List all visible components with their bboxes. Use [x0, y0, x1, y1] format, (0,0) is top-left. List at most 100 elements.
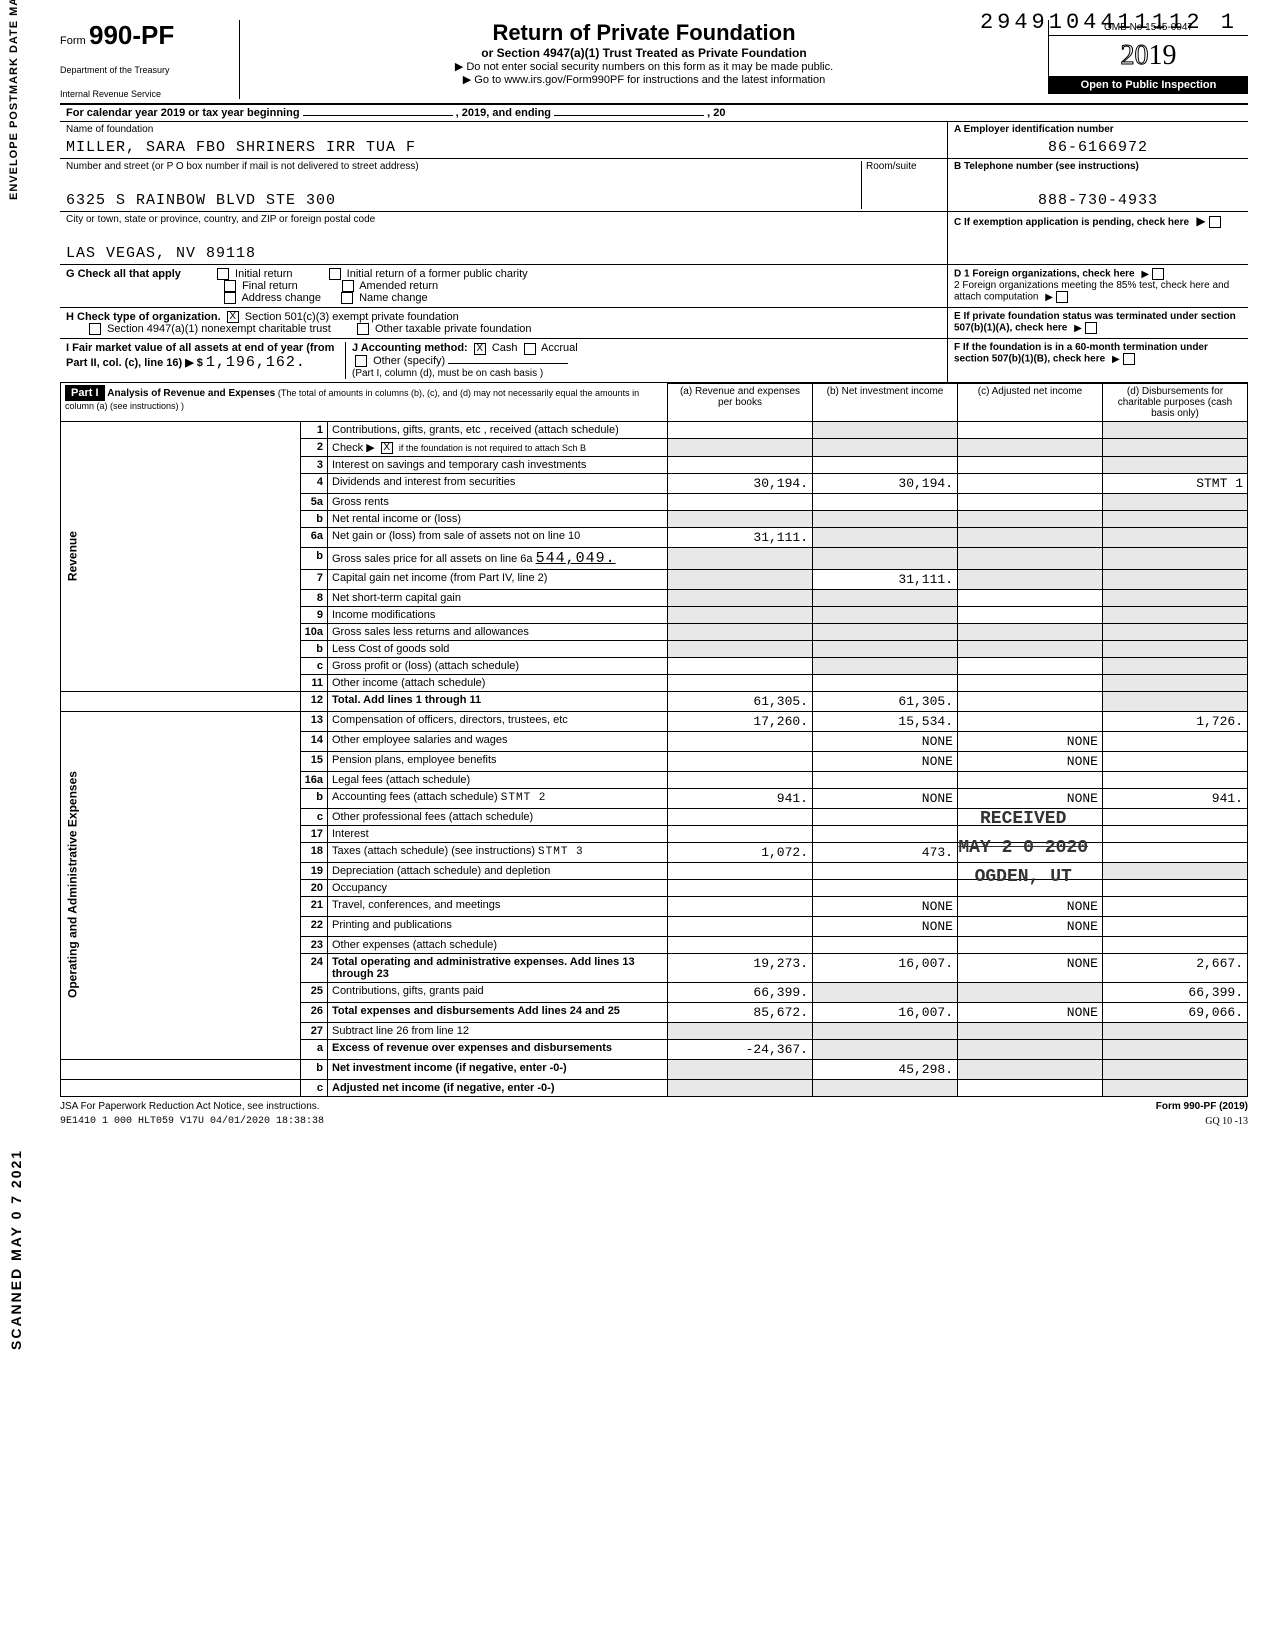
d1-label: D 1 Foreign organizations, check here: [954, 269, 1135, 280]
val-13a: 17,260.: [668, 711, 813, 731]
line-8: Net short-term capital gain: [328, 589, 668, 606]
street-label: Number and street (or P O box number if …: [66, 161, 861, 172]
h-4947: Section 4947(a)(1) nonexempt charitable …: [107, 323, 331, 335]
line-15: Pension plans, employee benefits: [328, 751, 668, 771]
line-18-note: STMT 3: [538, 846, 584, 858]
paperwork-notice: JSA For Paperwork Reduction Act Notice, …: [60, 1101, 320, 1112]
g-amended: Amended return: [359, 280, 438, 292]
row-g-d: G Check all that apply Initial return In…: [60, 265, 1248, 308]
line-10c: Gross profit or (loss) (attach schedule): [328, 657, 668, 674]
val-16b-d: 941.: [1103, 788, 1248, 808]
val-18a: 1,072.: [668, 842, 813, 862]
val-21b: NONE: [813, 896, 958, 916]
stamp-ogden: OGDEN, UT: [958, 863, 1088, 892]
val-24b: 16,007.: [813, 953, 958, 982]
val-14c: NONE: [958, 731, 1103, 751]
g-final-checkbox[interactable]: [224, 280, 236, 292]
j-accrual-checkbox[interactable]: [524, 343, 536, 355]
footer-2: 9E1410 1 000 HLT059 V17U 04/01/2020 18:3…: [60, 1116, 1248, 1127]
val-26d: 69,066.: [1103, 1002, 1248, 1022]
line-6a: Net gain or (loss) from sale of assets n…: [328, 527, 668, 547]
room-label: Room/suite: [866, 161, 941, 172]
line-2-checkbox[interactable]: [381, 442, 393, 454]
line-7: Capital gain net income (from Part IV, l…: [328, 569, 668, 589]
g-amended-checkbox[interactable]: [342, 280, 354, 292]
d2-checkbox[interactable]: [1056, 291, 1068, 303]
g-former: Initial return of a former public charit…: [347, 268, 528, 280]
h-4947-checkbox[interactable]: [89, 323, 101, 335]
val-25d: 66,399.: [1103, 982, 1248, 1002]
val-18b: 473.: [813, 842, 958, 862]
g-address: Address change: [241, 292, 321, 304]
row-i-j-f: I Fair market value of all assets at end…: [60, 339, 1248, 382]
line-21: Travel, conferences, and meetings: [328, 896, 668, 916]
f-checkbox[interactable]: [1123, 353, 1135, 365]
val-22b: NONE: [813, 916, 958, 936]
line-16a: Legal fees (attach schedule): [328, 771, 668, 788]
g-namechange: Name change: [359, 292, 428, 304]
line-23: Other expenses (attach schedule): [328, 936, 668, 953]
g-initial-checkbox[interactable]: [217, 268, 229, 280]
g-former-checkbox[interactable]: [329, 268, 341, 280]
footer-form: Form 990-PF (2019): [1156, 1101, 1248, 1112]
line-16b: Accounting fees (attach schedule): [332, 791, 498, 803]
part1-title: Analysis of Revenue and Expenses: [107, 388, 275, 399]
instruction-2: ▶ Go to www.irs.gov/Form990PF for instru…: [250, 73, 1038, 86]
box-c-checkbox[interactable]: [1209, 216, 1221, 228]
street-value: 6325 S RAINBOW BLVD STE 300: [66, 192, 861, 209]
line-17: Interest: [328, 825, 668, 842]
name-ein-row: Name of foundation MILLER, SARA FBO SHRI…: [60, 122, 1248, 159]
h-label: H Check type of organization.: [66, 311, 221, 323]
footer: JSA For Paperwork Reduction Act Notice, …: [60, 1101, 1248, 1112]
h-other-checkbox[interactable]: [357, 323, 369, 335]
line-20: Occupancy: [328, 879, 668, 896]
phone-label: B Telephone number (see instructions): [954, 161, 1242, 172]
val-27a-a: -24,367.: [668, 1039, 813, 1059]
footer-page: GQ 10 -13: [1205, 1116, 1248, 1127]
val-24c: NONE: [958, 953, 1103, 982]
j-note: (Part I, column (d), must be on cash bas…: [352, 368, 543, 379]
val-13b: 15,534.: [813, 711, 958, 731]
d1-checkbox[interactable]: [1152, 268, 1164, 280]
line-2: Check ▶: [332, 442, 375, 454]
line-4: Dividends and interest from securities: [328, 473, 668, 493]
val-16b-a: 941.: [668, 788, 813, 808]
j-other: Other (specify): [373, 355, 445, 367]
val-26c: NONE: [958, 1002, 1103, 1022]
subtitle: or Section 4947(a)(1) Trust Treated as P…: [250, 46, 1038, 60]
val-4d: STMT 1: [1103, 473, 1248, 493]
line-2b: if the foundation is not required to att…: [399, 443, 586, 453]
postmark-date-vertical: ENVELOPE POSTMARK DATE MAY 1 1 2020: [8, 0, 20, 200]
val-27b-b: 45,298.: [813, 1059, 958, 1079]
phone-value: 888-730-4933: [954, 192, 1242, 209]
val-7b: 31,111.: [813, 569, 958, 589]
line-27b: Net investment income (if negative, ente…: [328, 1059, 668, 1079]
g-initial: Initial return: [235, 268, 292, 280]
h-other: Other taxable private foundation: [375, 323, 532, 335]
j-other-checkbox[interactable]: [355, 355, 367, 367]
val-4b: 30,194.: [813, 473, 958, 493]
doc-locator-number: 2949104411112 1: [980, 10, 1238, 35]
j-accrual: Accrual: [541, 342, 578, 354]
line-25: Contributions, gifts, grants paid: [328, 982, 668, 1002]
f-label: F If the foundation is in a 60-month ter…: [954, 342, 1208, 365]
city-label: City or town, state or province, country…: [66, 214, 941, 225]
stamp-date: MAY 2 0 2020: [958, 834, 1088, 863]
line-16c: Other professional fees (attach schedule…: [328, 808, 668, 825]
box-c-label: C If exemption application is pending, c…: [954, 217, 1189, 228]
val-15c: NONE: [958, 751, 1103, 771]
g-namechange-checkbox[interactable]: [341, 292, 353, 304]
e-checkbox[interactable]: [1085, 322, 1097, 334]
foundation-name: MILLER, SARA FBO SHRINERS IRR TUA F: [66, 139, 941, 156]
col-a-header: (a) Revenue and expenses per books: [668, 383, 813, 421]
form-number: 990-PF: [89, 20, 174, 50]
g-address-checkbox[interactable]: [224, 292, 236, 304]
ein-label: A Employer identification number: [954, 124, 1242, 135]
col-c-header: (c) Adjusted net income: [958, 383, 1103, 421]
j-cash-checkbox[interactable]: [474, 343, 486, 355]
val-14b: NONE: [813, 731, 958, 751]
val-15b: NONE: [813, 751, 958, 771]
h-501c3-checkbox[interactable]: [227, 311, 239, 323]
city-value: LAS VEGAS, NV 89118: [66, 245, 941, 262]
form-prefix: Form: [60, 35, 86, 47]
